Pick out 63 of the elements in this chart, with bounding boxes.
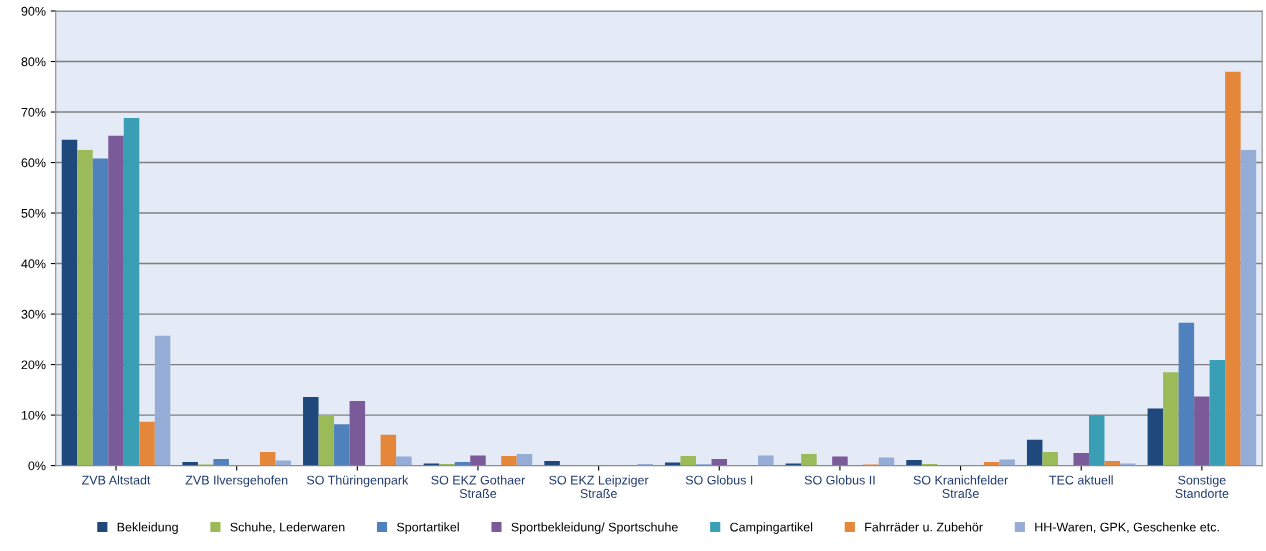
x-tick-label: SO Kranichfelder Straße bbox=[913, 475, 1008, 498]
bar bbox=[470, 455, 486, 466]
bar bbox=[92, 158, 109, 466]
bar bbox=[1042, 451, 1058, 466]
bar bbox=[334, 424, 350, 466]
bar bbox=[318, 415, 335, 466]
bar bbox=[1163, 372, 1179, 466]
bar bbox=[801, 453, 817, 466]
bar bbox=[259, 451, 276, 466]
bar bbox=[832, 456, 848, 466]
bar bbox=[501, 456, 517, 466]
y-tick-label: 30% bbox=[21, 309, 46, 319]
bar bbox=[1088, 415, 1105, 466]
bar bbox=[1104, 461, 1121, 466]
bar bbox=[1240, 149, 1257, 466]
bar bbox=[1178, 322, 1195, 466]
legend-label: Bekleidung bbox=[117, 522, 178, 534]
x-tick-label: SO EKZ Gothaer Straße bbox=[431, 475, 526, 498]
y-tick-label: 50% bbox=[21, 208, 46, 218]
bar bbox=[303, 396, 319, 466]
x-tick-label: Sonstige Standorte bbox=[1175, 475, 1229, 498]
y-tick-label: 90% bbox=[21, 6, 46, 16]
bar bbox=[1026, 439, 1043, 466]
y-tick-label: 0% bbox=[28, 461, 46, 471]
x-tick-label: TEC aktuell bbox=[1049, 475, 1113, 485]
y-tick-label: 70% bbox=[21, 107, 46, 117]
legend-label: Fahrräder u. Zubehör bbox=[865, 522, 983, 532]
bar bbox=[380, 434, 397, 466]
bar bbox=[349, 400, 366, 466]
bar bbox=[906, 460, 922, 466]
bar bbox=[1194, 396, 1210, 466]
legend-label: Sportbekleidung/ Sportschuhe bbox=[511, 522, 678, 534]
bar bbox=[544, 461, 560, 466]
bar bbox=[680, 456, 697, 466]
bar bbox=[758, 455, 774, 466]
bar bbox=[1225, 71, 1241, 466]
legend-label: HH-Waren, GPK, Geschenke etc. bbox=[1035, 522, 1219, 533]
x-tick-label: SO Globus II bbox=[804, 475, 875, 485]
bar bbox=[123, 118, 140, 466]
x-tick-label: SO EKZ Leipziger Straße bbox=[549, 475, 649, 498]
x-tick-label: SO Globus I bbox=[685, 475, 753, 485]
y-tick-label: 20% bbox=[21, 360, 46, 370]
x-tick-label: ZVB Ilversgehofen bbox=[185, 475, 288, 487]
y-tick-label: 10% bbox=[21, 410, 46, 420]
bar bbox=[108, 135, 124, 466]
bar bbox=[1209, 360, 1226, 466]
bar bbox=[77, 149, 93, 466]
x-tick-label: ZVB Altstadt bbox=[82, 475, 151, 485]
bar bbox=[61, 139, 78, 466]
bar bbox=[1147, 408, 1164, 466]
bar bbox=[139, 421, 155, 466]
legend-label: Sportartikel bbox=[396, 522, 459, 534]
bar bbox=[154, 335, 171, 466]
y-tick-label: 60% bbox=[21, 158, 46, 168]
bar bbox=[213, 459, 229, 466]
bar bbox=[1073, 452, 1089, 466]
x-tick-label: SO Thüringenpark bbox=[306, 475, 409, 487]
legend-label: Campingartikel bbox=[730, 522, 813, 534]
legend-label: Schuhe, Lederwaren bbox=[230, 522, 345, 533]
bar bbox=[396, 456, 412, 466]
y-tick-label: 80% bbox=[21, 57, 46, 67]
bar bbox=[516, 453, 533, 466]
y-tick-label: 40% bbox=[21, 259, 46, 269]
